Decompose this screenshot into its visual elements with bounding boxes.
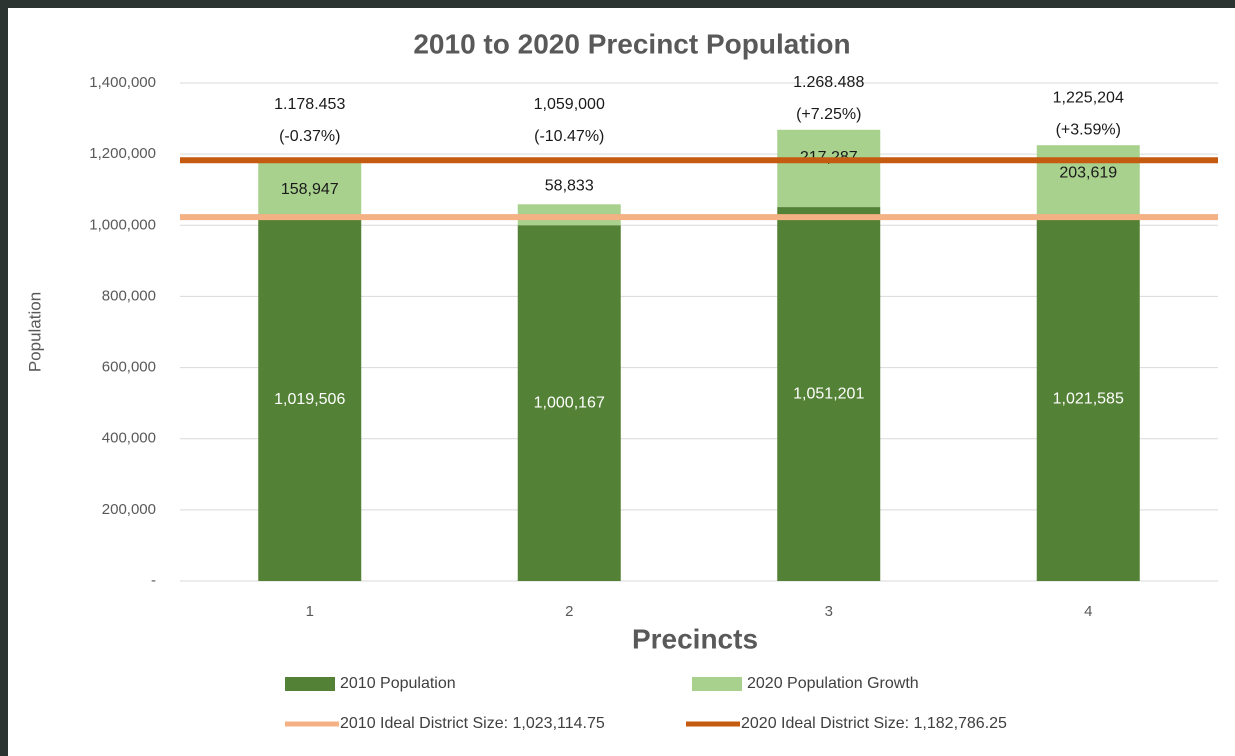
bar-segment <box>258 161 362 219</box>
legend-label: 2010 Population <box>340 675 456 692</box>
x-tick-label: 3 <box>825 603 833 620</box>
y-tick-label: 800,000 <box>102 287 156 304</box>
data-label: 203,619 <box>1059 164 1117 181</box>
x-tick-label: 2 <box>565 603 573 620</box>
change-label: (+3.59%) <box>1056 121 1121 138</box>
legend-label: 2010 Ideal District Size: 1,023,114.75 <box>340 715 605 732</box>
y-tick-label: 600,000 <box>102 359 156 376</box>
legend-label: 2020 Population Growth <box>747 675 919 692</box>
y-tick-label: 1,400,000 <box>89 74 156 91</box>
chart-title: 2010 to 2020 Precinct Population <box>413 28 850 59</box>
change-label: (+7.25%) <box>796 106 861 123</box>
y-tick-label: - <box>151 572 156 589</box>
chart-background <box>8 8 1235 756</box>
x-tick-label: 4 <box>1084 603 1092 620</box>
x-tick-label: 1 <box>306 603 314 620</box>
bar-segment <box>517 225 621 581</box>
total-label: 1.178.453 <box>274 96 345 113</box>
data-label: 1,021,585 <box>1053 391 1124 408</box>
y-axis-title: Population <box>25 292 44 372</box>
total-label: 1,225,204 <box>1053 89 1124 106</box>
y-tick-label: 400,000 <box>102 430 156 447</box>
x-axis-title: Precincts <box>632 623 758 654</box>
data-label: 158,947 <box>281 181 339 198</box>
data-label: 1,051,201 <box>793 385 864 402</box>
bar-segment <box>1036 145 1140 218</box>
legend-label: 2020 Ideal District Size: 1,182,786.25 <box>741 715 1007 732</box>
legend-swatch <box>692 677 742 691</box>
bar-segment <box>777 129 881 208</box>
total-label: 1.268.488 <box>793 74 864 91</box>
y-tick-label: 200,000 <box>102 501 156 518</box>
data-label: 1,019,506 <box>274 391 345 408</box>
change-label: (-0.37%) <box>279 128 340 145</box>
change-label: (-10.47%) <box>534 128 604 145</box>
y-tick-label: 1,000,000 <box>89 216 156 233</box>
data-label: 1,000,167 <box>534 394 605 411</box>
bar-segment <box>258 218 362 581</box>
data-label: 58,833 <box>545 178 594 195</box>
legend-swatch <box>285 677 335 691</box>
bar-segment <box>1036 217 1140 582</box>
total-label: 1,059,000 <box>534 96 605 113</box>
bar-segment <box>777 207 881 581</box>
y-tick-label: 1,200,000 <box>89 145 156 162</box>
